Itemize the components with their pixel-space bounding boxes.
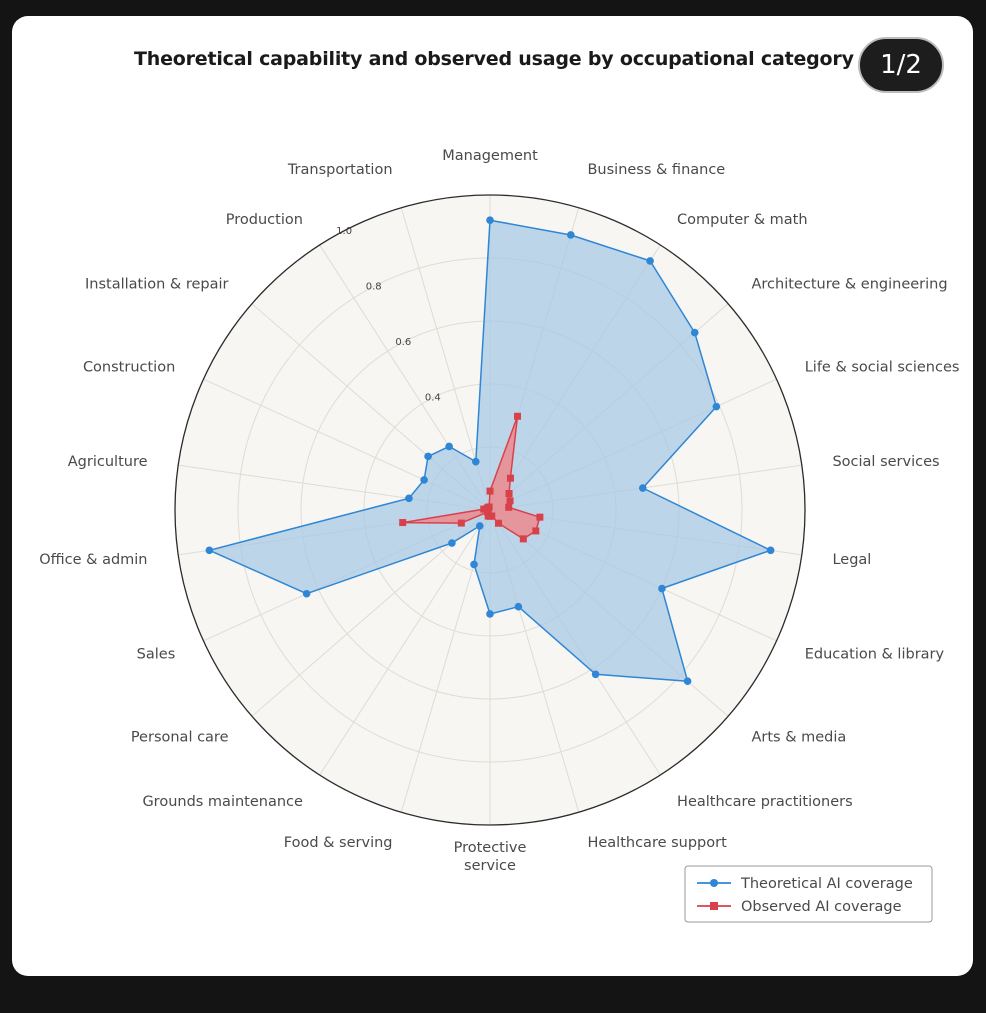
- radial-tick-label: 0.8: [366, 281, 382, 292]
- category-label-personal-care: Personal care: [131, 730, 229, 746]
- category-label-sales: Sales: [137, 647, 176, 663]
- theoretical-point: [683, 677, 692, 686]
- legend-box: [684, 865, 933, 923]
- radial-tick-label: 0.4: [425, 393, 441, 404]
- observed-point: [486, 487, 494, 495]
- legend-label-theoretical: Theoretical AI coverage: [740, 876, 913, 892]
- page-indicator-button[interactable]: 1/2: [858, 37, 944, 93]
- observed-point: [399, 519, 407, 527]
- theoretical-point: [475, 522, 484, 530]
- category-label-office-and-admin: Office & admin: [39, 552, 147, 568]
- theoretical-point: [514, 602, 523, 611]
- grid-spoke: [319, 509, 491, 776]
- category-label-production: Production: [226, 212, 303, 228]
- theoretical-point: [591, 670, 600, 679]
- observed-point: [519, 535, 527, 543]
- theoretical-point: [302, 589, 311, 598]
- outer-ring: [174, 194, 806, 826]
- theoretical-point: [205, 546, 214, 555]
- category-label-protective-service: Protective service: [454, 840, 527, 874]
- observed-point: [495, 519, 503, 527]
- legend-marker-square: [710, 902, 718, 910]
- category-label-transportation: Transportation: [287, 162, 393, 178]
- legend: Theoretical AI coverage Observed AI cover…: [684, 865, 933, 923]
- theoretical-point: [424, 452, 432, 461]
- category-label-grounds-maintenance: Grounds maintenance: [142, 794, 303, 810]
- theoretical-point: [566, 231, 575, 239]
- theoretical-point: [766, 546, 775, 555]
- category-label-architecture-and-engineering: Architecture & engineering: [751, 276, 947, 292]
- category-label-agriculture: Agriculture: [68, 454, 148, 470]
- observed-point: [506, 474, 514, 482]
- radial-tick-label: 0.6: [395, 337, 411, 348]
- category-label-arts-and-media: Arts & media: [751, 730, 846, 746]
- observed-point: [505, 489, 513, 497]
- theoretical-point: [420, 476, 428, 484]
- legend-label-observed: Observed AI coverage: [741, 899, 902, 915]
- category-label-healthcare-support: Healthcare support: [587, 835, 727, 851]
- category-label-installation-and-repair: Installation & repair: [85, 276, 229, 292]
- category-label-construction: Construction: [83, 359, 175, 375]
- theoretical-point: [486, 610, 494, 618]
- category-label-healthcare-practitioners: Healthcare practitioners: [677, 794, 853, 810]
- theoretical-point: [405, 494, 413, 503]
- category-label-education-and-library: Education & library: [805, 647, 945, 663]
- category-label-legal: Legal: [832, 552, 871, 568]
- radial-tick-label: 1.0: [336, 226, 352, 237]
- observed-point: [506, 497, 514, 505]
- observed-point: [514, 412, 522, 420]
- observed-point: [536, 513, 544, 521]
- theoretical-point: [690, 328, 699, 337]
- chart-title: Theoretical capability and observed usag…: [134, 48, 854, 70]
- category-label-business-and-finance: Business & finance: [587, 162, 725, 178]
- theoretical-point: [638, 484, 647, 492]
- theoretical-point: [712, 402, 721, 411]
- category-label-computer-and-math: Computer & math: [677, 212, 808, 228]
- observed-point: [457, 519, 465, 527]
- observed-point: [485, 503, 493, 511]
- theoretical-point: [470, 560, 478, 569]
- category-label-life-and-social-sciences: Life & social sciences: [805, 359, 960, 375]
- theoretical-point: [445, 442, 453, 451]
- category-label-food-and-serving: Food & serving: [284, 835, 393, 851]
- legend-marker-circle: [710, 879, 718, 887]
- theoretical-point: [448, 539, 456, 547]
- theoretical-point: [486, 216, 494, 224]
- theoretical-point: [646, 257, 654, 265]
- category-label-management: Management: [442, 148, 538, 164]
- theoretical-point: [472, 457, 480, 466]
- category-label-social-services: Social services: [832, 454, 939, 470]
- observed-point: [505, 503, 513, 511]
- theoretical-point: [658, 584, 666, 593]
- observed-point: [532, 527, 540, 535]
